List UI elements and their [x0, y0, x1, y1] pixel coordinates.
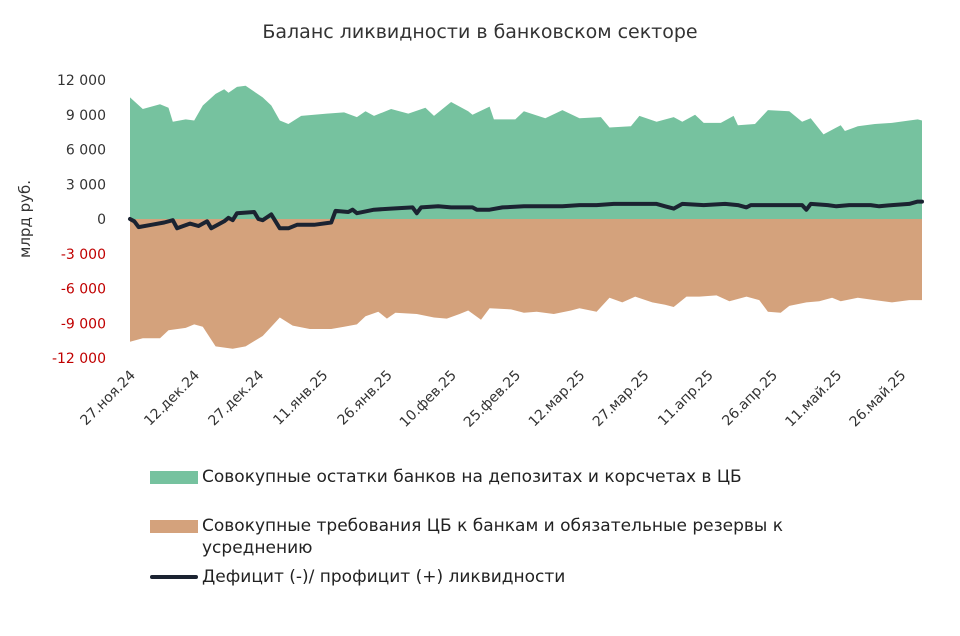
line-series-liquidity-balance	[128, 199, 924, 231]
y-tick-label: 0	[97, 212, 106, 228]
x-tick-labels: 27.ноя.24 12.дек.24 27.дек.24 11.янв.25 26.я…	[78, 367, 910, 430]
x-tick-label: 11.апр.25	[655, 368, 717, 430]
x-tick-label: 26.апр.25	[719, 368, 781, 430]
legend-swatch-deposits	[150, 471, 198, 484]
y-tick-label: 9 000	[66, 108, 106, 124]
x-tick-label: 10.фев.25	[397, 368, 460, 431]
y-tick-label: 12 000	[57, 73, 106, 89]
legend-swatch-liquidity-balance	[150, 575, 198, 579]
x-tick-label: 12.дек.24	[141, 367, 203, 429]
legend-swatch-claims	[150, 520, 198, 533]
x-tick-label: 11.май.25	[782, 368, 845, 431]
x-tick-label: 11.янв.25	[270, 368, 331, 429]
plot-areas	[130, 85, 922, 349]
legend-label-deposits: Совокупные остатки банков на депозитах и…	[202, 467, 742, 487]
legend-label-liquidity-balance: Дефицит (-)/ профицит (+) ликвидности	[202, 567, 566, 587]
y-tick-label: -6 000	[61, 282, 106, 298]
x-tick-label: 27.мар.25	[590, 368, 653, 431]
y-tick-labels: 12 000 9 000 6 000 3 000 0 -3 000 -6 000 -9 000…	[52, 73, 106, 367]
y-tick-label: 3 000	[66, 177, 106, 193]
y-tick-label: -3 000	[61, 247, 106, 263]
y-tick-label: 6 000	[66, 143, 106, 159]
chart-title: Баланс ликвидности в банковском секторе	[262, 21, 697, 43]
x-tick-label: 26.май.25	[847, 368, 910, 431]
plot-lines	[128, 199, 924, 231]
legend-label-claims: Совокупные требования ЦБ к банкам и обяз…	[202, 516, 783, 558]
y-tick-label: -9 000	[61, 316, 106, 332]
x-tick-label: 25.фев.25	[461, 368, 524, 431]
y-axis-label: млрд руб.	[16, 180, 34, 258]
area-series-0	[130, 85, 922, 219]
x-tick-label: 12.мар.25	[526, 368, 589, 431]
x-tick-label: 27.дек.24	[206, 367, 268, 429]
x-tick-label: 26.янв.25	[335, 368, 396, 429]
x-tick-label: 27.ноя.24	[78, 367, 139, 428]
area-series-1	[130, 219, 922, 349]
y-tick-label: -12 000	[52, 351, 106, 367]
